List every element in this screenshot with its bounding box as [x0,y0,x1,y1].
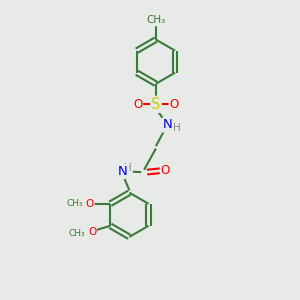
Text: CH₃: CH₃ [69,229,85,238]
Text: N: N [163,118,172,131]
Text: H: H [124,163,132,173]
Text: O: O [133,98,142,111]
Text: O: O [161,164,170,177]
Text: N: N [118,165,128,178]
Text: S: S [151,97,160,112]
Text: CH₃: CH₃ [67,199,83,208]
Text: O: O [88,227,96,237]
Text: O: O [169,98,179,111]
Text: CH₃: CH₃ [146,15,166,26]
Text: O: O [85,199,94,209]
Text: H: H [173,123,181,133]
